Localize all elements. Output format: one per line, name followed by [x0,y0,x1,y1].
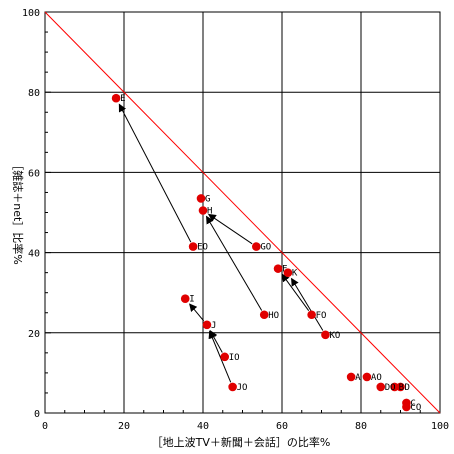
arrow-JO-to-J [208,330,232,383]
point-FO [307,310,316,320]
point-label-FO: FO [316,311,327,321]
point-H [198,206,208,215]
point-label-E: E [120,94,125,104]
diagonal-line [44,11,441,414]
point-HO [259,310,269,320]
y-tick-label: 40 [28,249,40,260]
y-tick-label: 80 [28,88,40,99]
point-label-JO: JO [237,383,248,393]
point-KO [321,330,330,340]
y-tick-label: 0 [34,409,40,420]
arrow-KO-to-K [291,277,324,331]
point-label-AO: AO [371,373,382,383]
y-tick-label: 60 [28,168,40,179]
point-EO [188,242,198,251]
arrow-HO-to-H [206,215,263,311]
point-label-G: G [205,194,210,204]
point-J [202,320,212,330]
point-K [283,268,293,277]
point-GO [252,242,261,251]
point-label-B: B [399,383,404,393]
axes: 0 20 40 60 80 100 0 20 40 60 80 100 [22,8,449,432]
point-label-K: K [292,269,298,279]
y-tick-label: 20 [28,329,40,340]
point-B [390,382,399,392]
point-IO [220,352,230,362]
point-I [180,294,190,304]
point-label-C: C [410,399,415,409]
point-label-J: J [211,321,216,331]
x-tick-label: 100 [431,421,449,432]
x-tick-label: 0 [42,421,48,432]
arrow-EO-to-E [118,103,192,243]
point-E [111,93,121,103]
point-label-KO: KO [329,331,340,341]
grid [45,12,440,413]
arrow-FO-to-F [281,273,310,312]
point-D [396,382,405,392]
arrow-GO-to-H [207,213,253,245]
y-tick-label: 100 [22,8,40,19]
point-label-DO: DO [385,383,396,393]
arrow-J-to-I [189,303,205,322]
point-label-HO: HO [268,311,279,321]
point-label-IO: IO [229,353,240,363]
point-label-A: A [355,373,361,383]
arrow-IO-to-J [209,330,223,353]
point-G [196,194,206,203]
point-label-D: D [405,383,410,393]
x-tick-label: 80 [355,421,367,432]
point-label-EO: EO [197,243,208,253]
point-label-CO: CO [410,403,421,413]
reference-line [44,11,441,414]
point-label-I: I [189,295,194,305]
arrows [118,103,324,383]
point-CO [402,402,411,412]
y-axis-label: ［雑誌＋net］比率% [11,159,25,265]
point-AO [362,372,372,382]
point-A [346,372,356,382]
x-tick-label: 20 [118,421,130,432]
x-tick-label: 60 [276,421,288,432]
point-DO [376,382,386,392]
x-tick-label: 40 [197,421,209,432]
point-JO [228,382,237,392]
point-F [273,264,283,273]
point-label-GO: GO [260,243,271,253]
data-points [111,93,411,412]
point-label-F: F [282,265,287,275]
x-axis-label: ［地上波TV＋新聞＋会話］の比率% [152,435,331,449]
point-label-H: H [207,206,212,216]
